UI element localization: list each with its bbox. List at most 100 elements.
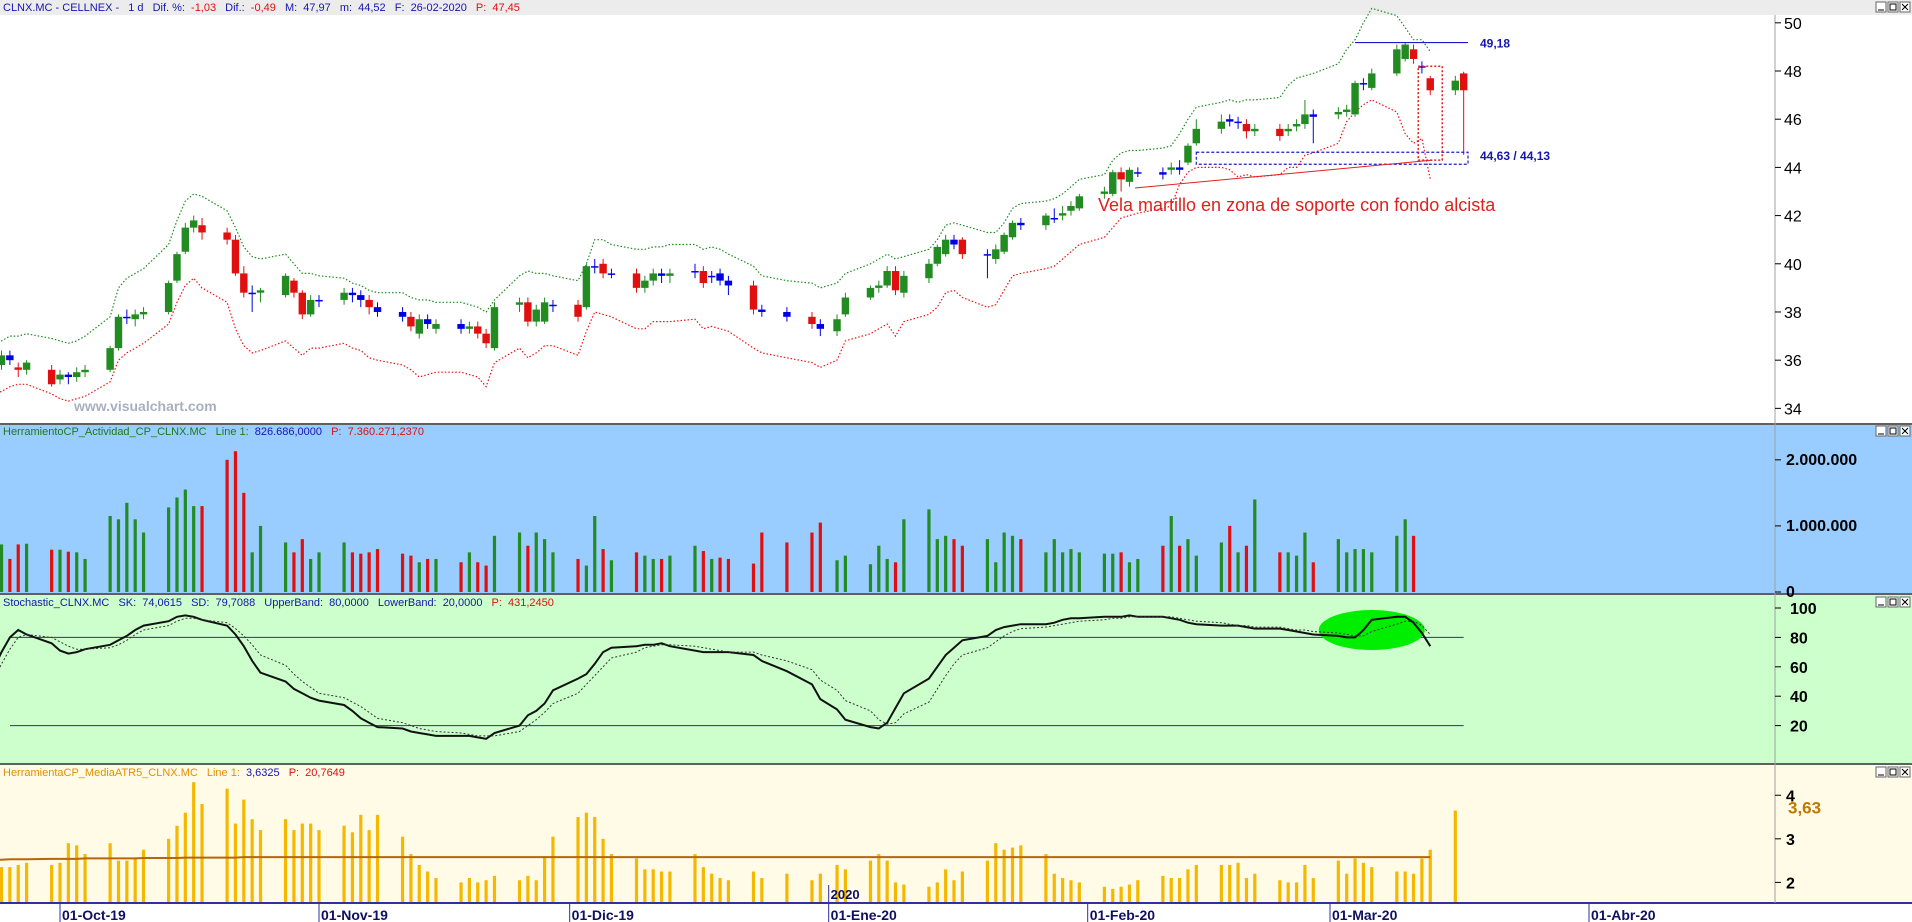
- stochastic-sd-line: [0, 616, 1431, 737]
- candle-body: [14, 367, 22, 370]
- stochastic-sk-line: [0, 614, 1432, 740]
- atr-bar: [818, 873, 822, 902]
- atr-bar: [517, 880, 522, 902]
- close-button[interactable]: [1899, 596, 1911, 608]
- atr-bar: [726, 880, 731, 902]
- stochastic-series: [0, 610, 1464, 740]
- minimize-button[interactable]: [1875, 766, 1887, 778]
- price-candle: [1359, 78, 1368, 91]
- candle-body: [490, 307, 499, 349]
- volume-bar: [1102, 553, 1106, 592]
- price-candle: [532, 304, 540, 327]
- price-candle: [883, 266, 891, 288]
- candle-body: [457, 324, 465, 329]
- maximize-button[interactable]: [1887, 596, 1899, 608]
- stochastic-pane-bg: [0, 595, 1912, 763]
- price-candle: [1426, 75, 1434, 96]
- atr-bar: [417, 864, 421, 902]
- volume-header: HerramientoCP_Actividad_CP_CLNX.MC Line …: [3, 426, 424, 438]
- price-axis-label: 48: [1784, 64, 1802, 81]
- volume-bar: [359, 553, 363, 592]
- price-candle: [866, 285, 875, 300]
- volume-bar: [810, 532, 814, 592]
- price-candle: [540, 297, 549, 325]
- volume-bar: [885, 558, 889, 592]
- atr-bar: [1219, 864, 1223, 902]
- candle-body: [6, 355, 14, 361]
- volume-bar: [543, 539, 547, 592]
- volume-bar: [551, 552, 555, 592]
- atr-bar: [1244, 878, 1249, 902]
- close-button[interactable]: [1899, 1, 1911, 13]
- volume-bar: [141, 532, 146, 592]
- atr-header: HerramientaCP_MediaATR5_CLNX.MC Line 1: …: [3, 767, 345, 779]
- max-value: 47,97: [303, 2, 331, 14]
- atr-bar: [1294, 882, 1299, 902]
- minimize-button[interactable]: [1875, 425, 1887, 437]
- price-candle: [248, 285, 256, 312]
- candle-body: [248, 292, 256, 295]
- candle-body: [189, 220, 198, 228]
- price-candle: [1309, 109, 1317, 144]
- time-axis-label: 01-Abr-20: [1591, 907, 1656, 922]
- price-candle: [1342, 104, 1351, 117]
- price-candle: [591, 258, 599, 274]
- volume-bar: [893, 562, 898, 592]
- atr-bar: [785, 873, 789, 902]
- candle-body: [816, 324, 825, 329]
- price-candle: [524, 297, 532, 327]
- volume-bar: [1278, 552, 1282, 592]
- price-candle: [666, 268, 674, 284]
- minimize-button[interactable]: [1875, 596, 1887, 608]
- dif-value: -0,49: [251, 2, 276, 14]
- volume-bar: [1303, 532, 1307, 592]
- candle-body: [407, 316, 415, 327]
- price-candle: [1451, 75, 1460, 96]
- price-candle: [1050, 208, 1058, 223]
- candle-body: [281, 275, 290, 296]
- atr-bar: [1411, 873, 1416, 902]
- candle-body: [223, 232, 231, 240]
- atr-bar: [1453, 810, 1457, 902]
- atr-bar: [1403, 871, 1407, 902]
- volume-bar: [1286, 552, 1290, 592]
- volume-bar: [242, 492, 246, 592]
- atr-bar: [342, 825, 346, 902]
- price-candle: [841, 292, 850, 317]
- candle-body: [657, 273, 666, 276]
- candle-body: [1251, 128, 1259, 132]
- volume-bar: [24, 543, 29, 592]
- volume-bar: [225, 459, 229, 592]
- price-candle: [1125, 167, 1134, 187]
- price-axis-label: 44: [1784, 160, 1802, 177]
- atr-bar: [24, 862, 29, 902]
- volume-bar: [309, 558, 313, 592]
- volume-bar: [593, 516, 597, 592]
- candle-body: [699, 271, 708, 284]
- candle-body: [1426, 78, 1434, 91]
- atr-bar: [75, 845, 79, 902]
- atr-bar: [1278, 880, 1282, 902]
- price-candle: [657, 268, 666, 284]
- candle-body: [365, 299, 373, 308]
- volume-bar: [467, 552, 472, 592]
- candle-body: [1175, 167, 1184, 170]
- close-button[interactable]: [1899, 425, 1911, 437]
- maximize-button[interactable]: [1887, 766, 1899, 778]
- atr-bar: [250, 819, 254, 902]
- volume-bar: [1236, 552, 1240, 592]
- volume-bar: [1127, 562, 1132, 592]
- maximize-button[interactable]: [1887, 425, 1899, 437]
- candle-body: [749, 285, 758, 310]
- minimize-button[interactable]: [1875, 1, 1887, 13]
- candle-body: [22, 362, 31, 370]
- support-label: 44,63 / 44,13: [1480, 149, 1550, 163]
- candle-body: [415, 319, 423, 334]
- price-pane-controls: [1875, 1, 1911, 13]
- candle-body: [465, 326, 474, 329]
- price-candle: [599, 258, 607, 279]
- close-button[interactable]: [1899, 766, 1911, 778]
- candle-body: [1226, 119, 1234, 122]
- candle-body: [106, 348, 114, 370]
- maximize-button[interactable]: [1887, 1, 1899, 13]
